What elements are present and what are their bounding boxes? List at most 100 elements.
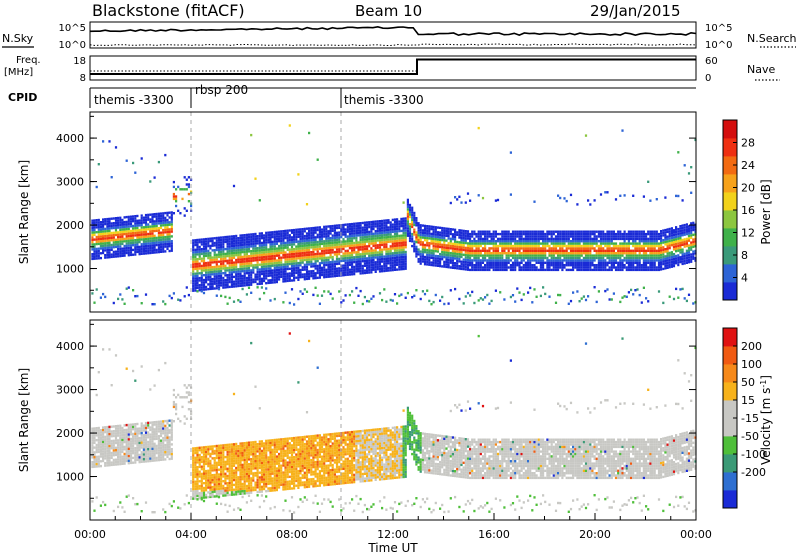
power-cell <box>168 228 171 231</box>
power-cell <box>112 226 115 230</box>
power-cell <box>662 248 665 251</box>
colorbar-swatch <box>723 138 737 157</box>
power-cell <box>127 251 130 254</box>
power-cell <box>516 264 519 267</box>
power-cell <box>649 266 652 269</box>
power-cell <box>612 242 615 245</box>
power-cell <box>320 235 324 238</box>
power-cell <box>95 257 98 260</box>
power-cell <box>572 268 575 272</box>
power-cell <box>649 252 652 255</box>
power-cell <box>372 220 375 223</box>
power-cell <box>117 226 120 229</box>
power-cell <box>649 235 652 238</box>
date-title: 29/Jan/2015 <box>590 2 681 20</box>
power-cell <box>681 231 684 234</box>
power-cell <box>393 259 397 262</box>
power-cell <box>653 240 656 243</box>
power-cell <box>447 302 450 305</box>
power-cell <box>582 240 585 243</box>
power-cell <box>509 235 512 238</box>
power-cell <box>505 237 508 241</box>
power-cell <box>192 275 195 278</box>
power-cell <box>340 243 343 246</box>
power-cell <box>117 255 120 258</box>
power-cell <box>237 260 240 264</box>
power-cell <box>305 251 309 254</box>
power-cell <box>565 199 568 203</box>
power-cell <box>606 254 609 257</box>
power-cell <box>263 243 266 247</box>
power-cell <box>263 270 266 273</box>
power-cell <box>202 240 206 243</box>
power-cell <box>250 238 253 241</box>
power-cell <box>477 244 480 248</box>
power-cell <box>396 246 399 250</box>
power-cell <box>305 249 309 252</box>
power-cell <box>692 252 695 256</box>
power-cell <box>370 261 373 264</box>
power-cell <box>348 268 351 271</box>
power-cell <box>134 219 137 223</box>
power-cell <box>102 244 105 248</box>
power-cell <box>554 235 558 238</box>
power-cell <box>149 225 152 228</box>
power-cell <box>548 264 551 267</box>
power-cell <box>370 297 373 300</box>
power-cell <box>524 237 527 241</box>
power-cell <box>535 232 538 236</box>
power-cell <box>494 264 497 267</box>
power-cell <box>666 237 669 241</box>
power-cell <box>578 261 581 264</box>
power-cell <box>312 253 315 256</box>
power-cell <box>344 242 347 246</box>
power-cell <box>595 268 598 272</box>
power-cell <box>569 242 573 245</box>
power-cell <box>627 291 630 294</box>
power-cell <box>490 266 493 269</box>
power-cell <box>486 266 489 269</box>
power-cell <box>653 266 656 269</box>
power-cell <box>114 229 118 232</box>
power-cell <box>619 261 622 264</box>
power-cell <box>666 261 669 265</box>
power-cell <box>228 245 231 248</box>
power-cell <box>576 256 579 260</box>
power-cell <box>408 206 412 209</box>
power-cell <box>117 240 120 244</box>
power-cell <box>378 229 382 232</box>
power-cell <box>580 244 583 248</box>
power-cell <box>153 225 156 228</box>
power-cell <box>211 280 214 283</box>
power-cell <box>217 241 221 244</box>
power-cell <box>151 244 154 247</box>
power-cell <box>466 247 470 250</box>
nsearch-tick-high: 10^5 <box>705 23 732 34</box>
power-cell <box>527 235 530 238</box>
power-cell <box>207 256 210 260</box>
power-cell <box>393 268 397 271</box>
power-cell <box>269 252 272 256</box>
power-cell <box>479 261 482 264</box>
power-cell <box>312 229 315 232</box>
power-cell <box>389 240 392 243</box>
power-cell <box>632 293 635 296</box>
power-cell <box>557 254 560 257</box>
power-cell <box>366 226 369 229</box>
power-cell <box>578 237 581 241</box>
power-cell <box>675 259 678 262</box>
power-cell <box>443 265 446 268</box>
power-cell <box>346 252 349 255</box>
power-cell <box>602 254 605 257</box>
power-cell <box>456 243 459 246</box>
power-cell <box>638 256 641 260</box>
power-cell <box>670 260 673 264</box>
power-cell <box>265 274 268 278</box>
power-cell <box>677 230 680 233</box>
power-cell <box>434 247 437 250</box>
power-cell <box>649 230 652 233</box>
power-cell <box>265 248 268 251</box>
power-cell <box>670 263 673 266</box>
power-cell <box>344 261 347 265</box>
power-cell <box>381 248 384 251</box>
